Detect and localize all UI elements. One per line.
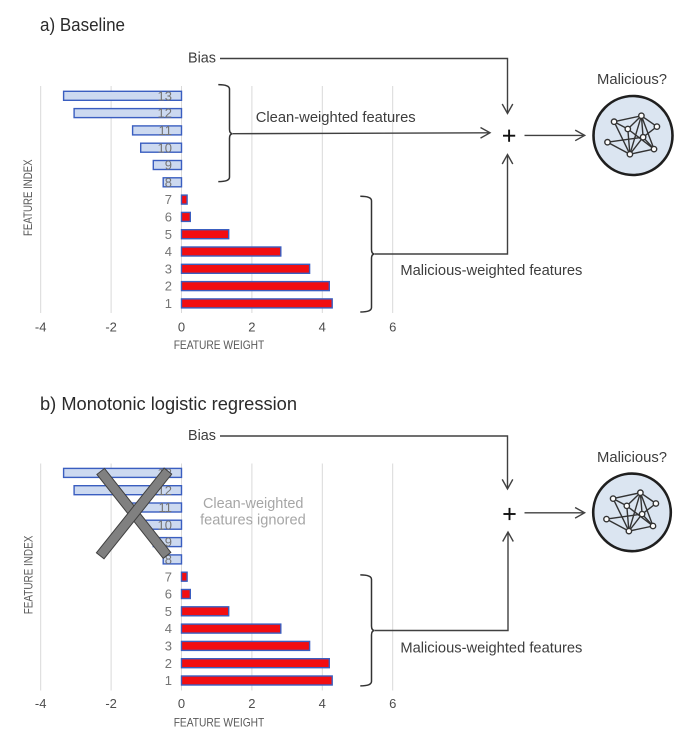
svg-text:11: 11: [159, 500, 173, 515]
svg-text:4: 4: [319, 696, 326, 711]
svg-text:10: 10: [158, 140, 172, 155]
svg-text:Bias: Bias: [188, 427, 216, 444]
svg-text:4: 4: [165, 244, 172, 259]
svg-text:5: 5: [165, 604, 172, 619]
svg-text:8: 8: [165, 175, 172, 190]
svg-text:0: 0: [178, 320, 185, 335]
svg-text:1: 1: [165, 296, 172, 311]
svg-text:3: 3: [165, 261, 172, 276]
svg-text:b) Monotonic logistic regressi: b) Monotonic logistic regression: [40, 393, 297, 414]
svg-text:Malicious?: Malicious?: [597, 71, 667, 88]
svg-text:2: 2: [165, 656, 172, 671]
svg-text:9: 9: [165, 158, 172, 173]
svg-text:4: 4: [319, 320, 326, 335]
svg-text:13: 13: [158, 88, 172, 103]
svg-text:8: 8: [165, 552, 172, 567]
svg-text:1: 1: [165, 673, 172, 688]
svg-text:7: 7: [165, 192, 172, 207]
svg-text:Clean-weighted features: Clean-weighted features: [256, 109, 416, 126]
svg-text:6: 6: [165, 210, 172, 225]
svg-text:FEATURE WEIGHT: FEATURE WEIGHT: [174, 716, 265, 730]
svg-text:Bias: Bias: [188, 50, 216, 67]
svg-text:Malicious-weighted features: Malicious-weighted features: [400, 262, 582, 279]
svg-text:FEATURE WEIGHT: FEATURE WEIGHT: [174, 338, 265, 352]
svg-text:6: 6: [389, 320, 396, 335]
svg-text:10: 10: [158, 517, 172, 532]
svg-text:-4: -4: [35, 696, 47, 711]
svg-text:4: 4: [165, 621, 172, 636]
svg-text:-2: -2: [105, 320, 117, 335]
svg-text:features ignored: features ignored: [200, 512, 306, 529]
svg-text:Malicious-weighted features: Malicious-weighted features: [400, 640, 582, 657]
svg-text:2: 2: [248, 320, 255, 335]
svg-text:12: 12: [158, 106, 172, 121]
svg-text:Malicious?: Malicious?: [597, 449, 667, 466]
svg-text:6: 6: [389, 696, 396, 711]
svg-text:5: 5: [165, 227, 172, 242]
svg-text:11: 11: [159, 123, 173, 138]
svg-text:FEATURE INDEX: FEATURE INDEX: [21, 159, 35, 236]
svg-text:9: 9: [165, 535, 172, 550]
svg-text:2: 2: [165, 279, 172, 294]
svg-text:7: 7: [165, 569, 172, 584]
svg-text:2: 2: [248, 696, 255, 711]
svg-text:3: 3: [165, 639, 172, 654]
svg-text:-4: -4: [35, 320, 47, 335]
svg-text:Clean-weighted: Clean-weighted: [203, 495, 304, 512]
svg-text:0: 0: [178, 696, 185, 711]
svg-text:a) Baseline: a) Baseline: [40, 14, 125, 35]
svg-text:6: 6: [165, 587, 172, 602]
svg-text:FEATURE INDEX: FEATURE INDEX: [22, 536, 36, 615]
svg-text:-2: -2: [105, 696, 117, 711]
